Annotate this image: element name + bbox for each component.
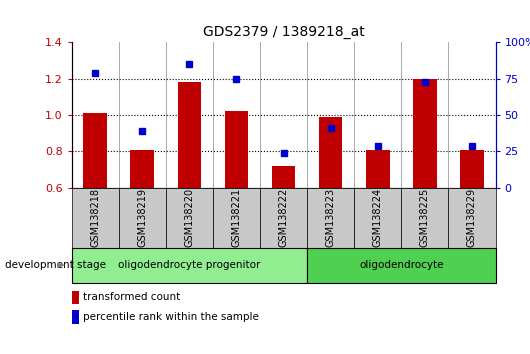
Text: GSM138222: GSM138222 — [279, 188, 288, 247]
Text: GSM138224: GSM138224 — [373, 188, 383, 247]
Bar — [83, 113, 107, 188]
Text: GSM138218: GSM138218 — [90, 188, 100, 247]
Bar — [178, 82, 201, 188]
Text: development stage: development stage — [5, 261, 107, 270]
Bar — [130, 149, 154, 188]
Bar — [260, 188, 307, 248]
Bar — [413, 79, 437, 188]
Text: ►: ► — [57, 261, 65, 270]
Bar — [401, 188, 448, 248]
Title: GDS2379 / 1389218_at: GDS2379 / 1389218_at — [202, 25, 365, 39]
Bar — [366, 149, 390, 188]
Bar — [354, 188, 401, 248]
Text: GSM138220: GSM138220 — [184, 188, 195, 247]
Text: GSM138223: GSM138223 — [325, 188, 335, 247]
Text: transformed count: transformed count — [83, 292, 181, 302]
Bar — [307, 248, 496, 283]
Bar — [225, 112, 248, 188]
Bar — [119, 188, 166, 248]
Bar — [72, 248, 307, 283]
Bar — [319, 117, 342, 188]
Bar — [213, 188, 260, 248]
Text: GSM138221: GSM138221 — [232, 188, 242, 247]
Text: oligodendrocyte progenitor: oligodendrocyte progenitor — [118, 261, 261, 270]
Bar — [166, 188, 213, 248]
Bar — [307, 188, 354, 248]
Text: GSM138219: GSM138219 — [137, 188, 147, 247]
Text: GSM138229: GSM138229 — [467, 188, 477, 247]
Bar — [72, 188, 119, 248]
Bar — [272, 166, 295, 188]
Text: oligodendrocyte: oligodendrocyte — [359, 261, 444, 270]
Bar — [72, 291, 79, 304]
Text: GSM138225: GSM138225 — [420, 188, 430, 247]
Bar — [448, 188, 496, 248]
Bar — [72, 310, 79, 324]
Text: percentile rank within the sample: percentile rank within the sample — [83, 312, 259, 322]
Bar — [460, 149, 484, 188]
